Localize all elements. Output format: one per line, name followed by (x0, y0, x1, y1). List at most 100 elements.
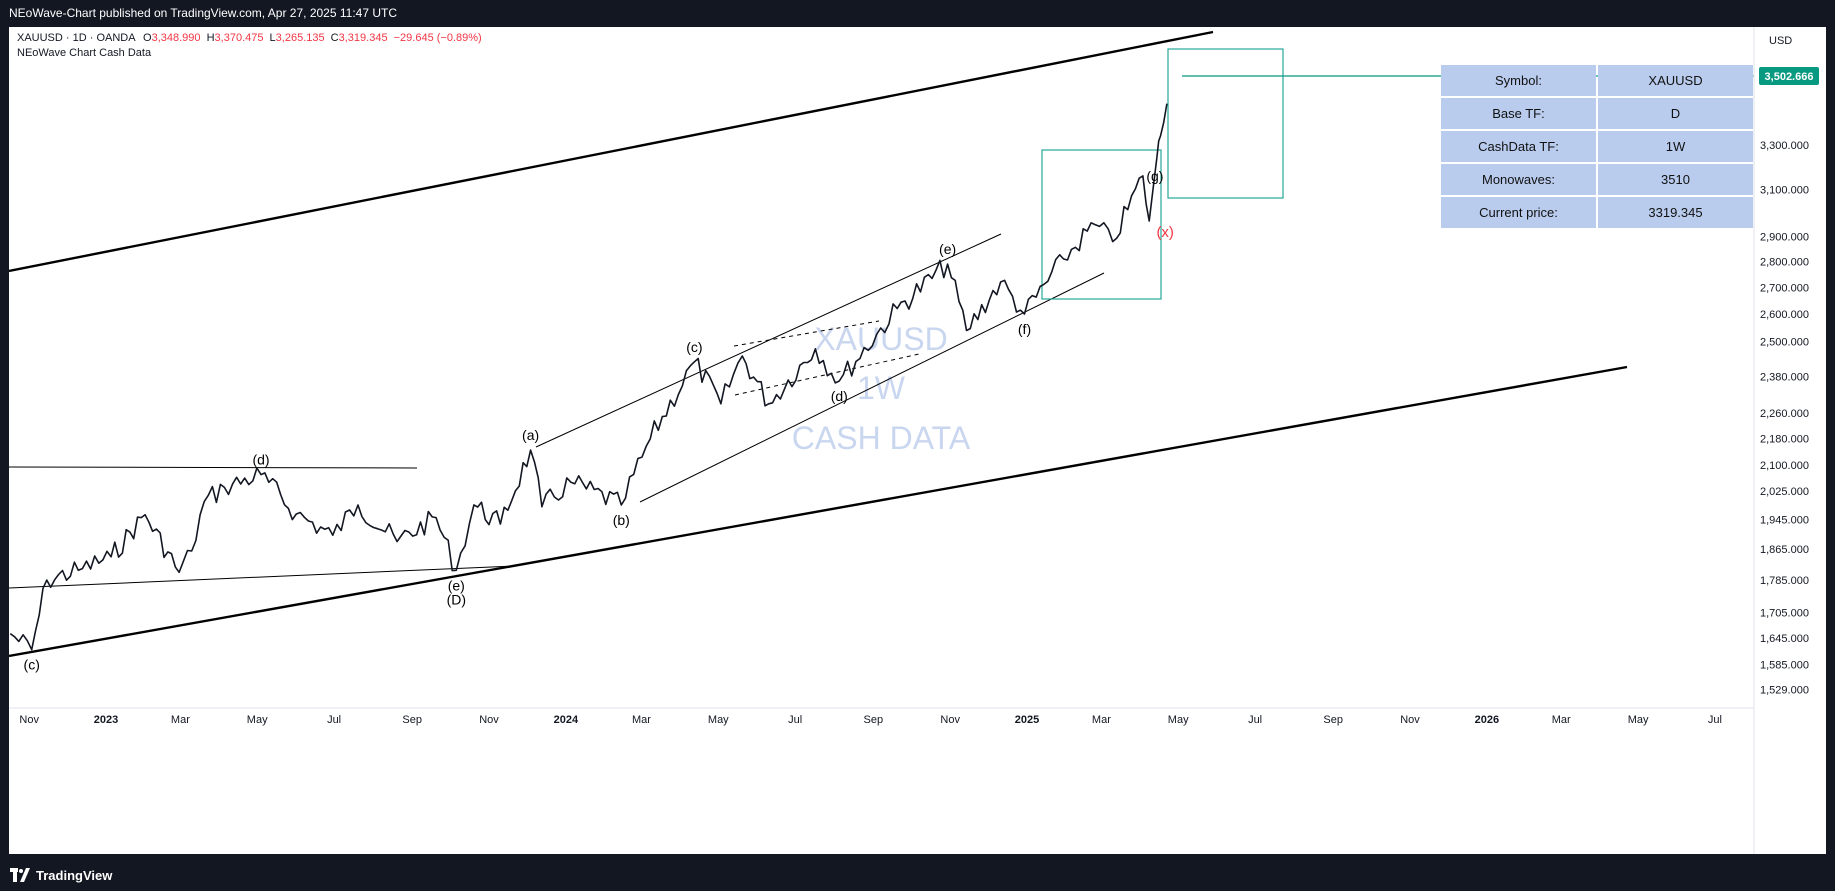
info-row-base-tf: Base TF: D (1441, 98, 1753, 129)
info-key: CashData TF: (1441, 131, 1596, 162)
y-tick-label: 2,180.000 (1760, 434, 1809, 446)
x-tick-label: Jul (327, 714, 341, 726)
legend-high-label: H (206, 32, 215, 44)
y-tick-label: 1,585.000 (1760, 659, 1809, 671)
wave-label: (d) (252, 452, 269, 468)
wave-label: (d) (831, 388, 848, 404)
trendline-drawings[interactable] (8, 30, 1754, 658)
x-tick-label: Nov (940, 714, 960, 726)
chart-area[interactable]: XAUUSD 1W CASH DATA (c) (d) (e) (D) (a) (b) (c… (8, 27, 1826, 854)
legend-high-value: 3,370.475 (214, 32, 264, 44)
price-highlight-badge (1759, 67, 1819, 85)
info-row-monowaves: Monowaves: 3510 (1441, 164, 1753, 195)
y-tick-label: 2,700.000 (1760, 282, 1809, 294)
watermark-symbol: XAUUSD (814, 321, 947, 357)
y-tick-label: 2,500.000 (1760, 337, 1809, 349)
y-tick-label: 1,645.000 (1760, 633, 1809, 645)
x-tick-label: Mar (632, 714, 651, 726)
wave-label: (a) (522, 427, 539, 443)
lower-channel-line[interactable] (8, 365, 1628, 658)
triangle-upper-line[interactable] (8, 466, 418, 469)
y-tick-label: 3,300.000 (1760, 140, 1809, 152)
x-tick-label: May (708, 714, 729, 726)
tradingview-logo[interactable]: TradingView (10, 866, 112, 884)
x-tick-label: May (1168, 714, 1189, 726)
info-value: 3319.345 (1598, 197, 1753, 228)
wave-label: (e) (939, 241, 956, 257)
info-key: Symbol: (1441, 65, 1596, 96)
legend-change: −29.645 (−0.89%) (393, 32, 482, 44)
info-value: 3510 (1598, 164, 1753, 195)
x-tick-label: Sep (1323, 714, 1343, 726)
x-tick-label: Sep (402, 714, 422, 726)
info-table: Symbol: XAUUSD Base TF: D CashData TF: 1W M… (1439, 63, 1755, 230)
info-key: Monowaves: (1441, 164, 1596, 195)
wave-label: (c) (686, 339, 702, 355)
wave-labels: (c)(d)(e)(D)(a)(b)(c)(d)(e)(f)(g)(x) (24, 168, 1174, 673)
target-box-1[interactable] (1041, 149, 1162, 300)
y-tick-label: 2,800.000 (1760, 257, 1809, 269)
y-tick-label: 1,945.000 (1760, 514, 1809, 526)
target-box-2[interactable] (1167, 48, 1284, 199)
x-tick-label: Mar (1552, 714, 1571, 726)
y-tick-label: 1,705.000 (1760, 608, 1809, 620)
x-tick-label: Nov (479, 714, 499, 726)
x-tick-label: Nov (19, 714, 39, 726)
x-tick-label: May (247, 714, 268, 726)
legend-open-label: O (143, 32, 152, 44)
y-tick-label: 2,260.000 (1760, 408, 1809, 420)
x-tick-label: Jul (788, 714, 802, 726)
x-tick-label: Sep (864, 714, 884, 726)
time-axis[interactable]: Nov 2023 Mar May Jul Sep Nov 2024 Mar May Jul Sep No… (19, 714, 1722, 726)
currency-label: USD (1769, 35, 1792, 47)
wave-label: (g) (1146, 168, 1163, 184)
legend-close-label: C (330, 32, 339, 44)
legend: XAUUSD · 1D · OANDA O3,348.990 H3,370.47… (17, 31, 482, 61)
watermark-cash-data: CASH DATA (792, 420, 971, 456)
wave-label: (b) (613, 512, 630, 528)
y-tick-label: 1,529.000 (1760, 685, 1809, 697)
wave-label: (x) (1156, 224, 1174, 241)
publish-header: NEoWave-Chart published on TradingView.c… (0, 0, 1835, 27)
symbol-watermark: XAUUSD 1W CASH DATA (792, 321, 971, 456)
triangle-lower-line[interactable] (8, 565, 515, 589)
y-tick-label: 1,865.000 (1760, 544, 1809, 556)
info-value: D (1598, 98, 1753, 129)
info-row-cashdata-tf: CashData TF: 1W (1441, 131, 1753, 162)
wave-label: (e) (448, 577, 465, 593)
price-highlight-label: 3,502.666 (1765, 71, 1814, 83)
wave-label: (D) (447, 591, 466, 607)
legend-low-label: L (269, 32, 276, 44)
x-tick-label: Mar (1092, 714, 1111, 726)
price-series-line[interactable] (9, 103, 1168, 651)
upper-channel-line[interactable] (8, 30, 1214, 273)
x-tick-label: 2025 (1015, 714, 1039, 726)
x-tick-label: Jul (1248, 714, 1262, 726)
y-tick-label: 2,100.000 (1760, 460, 1809, 472)
dashed-upper-line[interactable] (733, 320, 880, 347)
legend-low-value: 3,265.135 (275, 32, 325, 44)
footer-bar: TradingView (0, 858, 1835, 891)
info-value: 1W (1598, 131, 1753, 162)
x-tick-label: Nov (1400, 714, 1420, 726)
x-tick-label: 2026 (1475, 714, 1499, 726)
x-tick-label: May (1628, 714, 1649, 726)
x-tick-label: Jul (1708, 714, 1722, 726)
info-row-current-price: Current price: 3319.345 (1441, 197, 1753, 228)
legend-close-value: 3,319.345 (338, 32, 388, 44)
y-tick-label: 3,100.000 (1760, 185, 1809, 197)
y-tick-label: 2,600.000 (1760, 309, 1809, 321)
price-axis[interactable]: USD 3,502.666 3,300.000 3,100.000 2,900.00… (9, 27, 1819, 854)
info-value: XAUUSD (1598, 65, 1753, 96)
x-tick-label: Mar (171, 714, 190, 726)
x-tick-label: 2023 (94, 714, 118, 726)
y-tick-label: 1,785.000 (1760, 575, 1809, 587)
info-row-symbol: Symbol: XAUUSD (1441, 65, 1753, 96)
watermark-timeframe: 1W (857, 370, 906, 406)
info-key: Current price: (1441, 197, 1596, 228)
tradingview-logo-icon (10, 868, 30, 882)
indicator-name[interactable]: NEoWave Chart Cash Data (17, 47, 152, 59)
wave-label: (c) (24, 657, 40, 673)
diagonal-lower-line[interactable] (639, 272, 1105, 503)
wave-label: (f) (1018, 321, 1031, 337)
